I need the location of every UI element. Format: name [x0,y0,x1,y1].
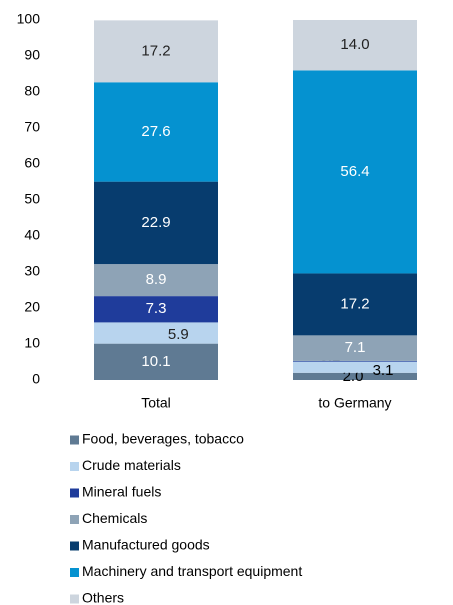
legend-label: Crude materials [82,457,181,473]
data-label: 3.1 [373,362,394,379]
data-label: 56.4 [340,163,369,180]
bar-segment [293,360,417,362]
legend-label: Others [82,590,124,605]
bar-segment [94,20,218,83]
bar-segment [94,343,218,380]
data-label: 27.6 [141,123,170,140]
data-label: 8.9 [146,271,167,288]
legend-label: Chemicals [82,510,147,526]
data-label: 7.1 [345,339,366,356]
y-tick-label: 80 [24,83,40,99]
y-tick-label: 30 [24,263,40,279]
data-label: 22.9 [141,214,170,231]
y-tick-label: 40 [24,227,40,243]
legend-label: Mineral fuels [82,484,161,500]
data-label: 5.9 [168,326,189,343]
legend-label: Machinery and transport equipment [82,563,302,579]
x-tick-label: to Germany [318,395,391,411]
legend-label: Food, beverages, tobacco [82,431,244,447]
bar-segment [94,264,218,297]
y-tick-label: 100 [17,11,41,27]
y-tick-label: 20 [24,299,40,315]
y-tick-label: 10 [24,335,40,351]
y-tick-label: 90 [24,47,40,63]
data-label: 7.3 [146,300,167,317]
y-tick-label: 70 [24,119,40,135]
legend-swatch [70,435,79,445]
legend-swatch [70,541,79,551]
data-label: 14.0 [340,36,369,53]
legend-swatch [70,515,79,524]
data-label: 17.2 [141,42,170,59]
bar-segment [293,361,417,373]
legend-label: Manufactured goods [82,537,210,553]
bar-segment [293,335,417,361]
data-label: 10.1 [141,353,170,370]
bar-segment [94,296,218,323]
legend-swatch [70,488,79,498]
bar-segment [293,372,417,380]
bar-segment [94,181,218,265]
bar-segment [293,70,417,274]
bar-segment [94,322,218,344]
legend-swatch [70,462,79,471]
x-tick-label: Total [141,395,171,411]
y-tick-label: 0 [32,371,40,387]
legend-swatch [70,594,79,604]
bar-segment [293,20,417,71]
bar-segment [293,273,417,336]
y-tick-label: 50 [24,191,40,207]
legend-swatch [70,568,79,577]
y-tick-label: 60 [24,155,40,171]
data-label: 17.2 [340,295,369,312]
bar-segment [94,82,218,182]
